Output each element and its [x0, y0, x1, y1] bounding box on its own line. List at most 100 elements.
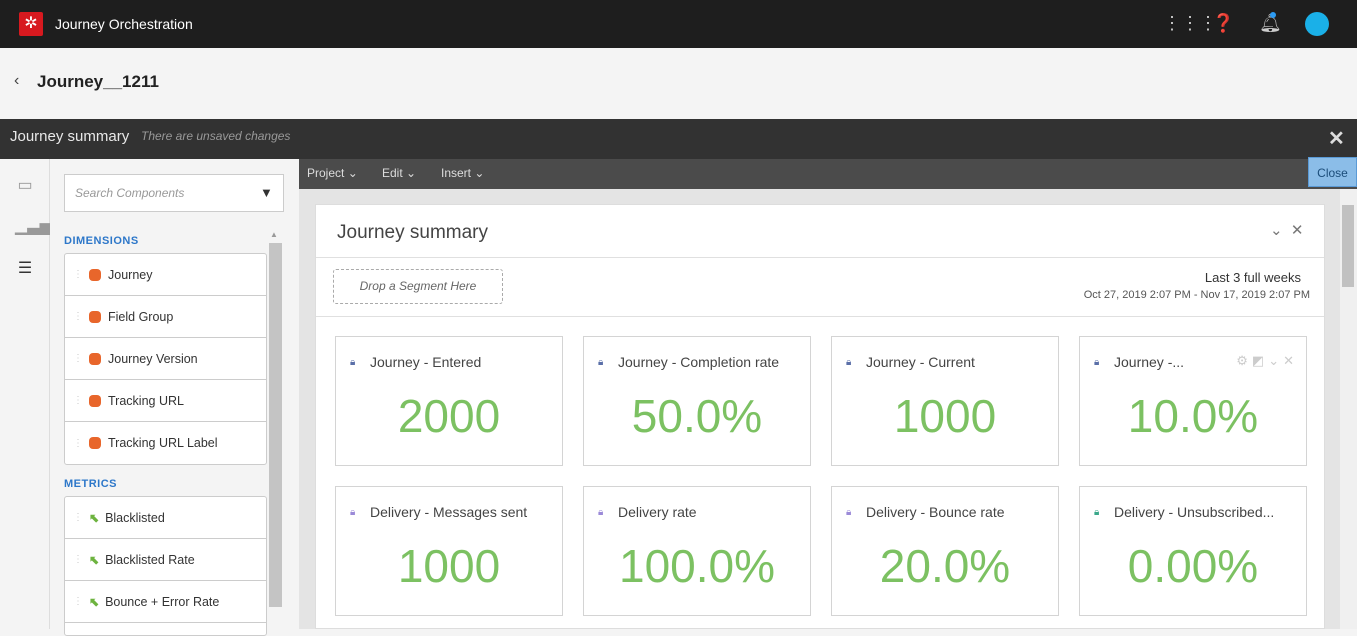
- chevron-down-icon[interactable]: ⌄: [1268, 353, 1284, 368]
- lock-icon: 🔒︎: [846, 507, 852, 518]
- menu-insert[interactable]: Insert ⌄: [441, 166, 485, 180]
- metric-icon: ⬉: [89, 594, 100, 609]
- list-item[interactable]: ⋮ ⬉ Bounce + Error Rate: [65, 581, 266, 623]
- kpi-value: 10.0%: [1127, 390, 1259, 442]
- left-rail: [0, 159, 50, 629]
- filter-icon[interactable]: ▼: [260, 185, 273, 200]
- help-icon[interactable]: ❓: [1212, 13, 1235, 33]
- back-chevron-icon[interactable]: ‹: [14, 72, 20, 89]
- list-item[interactable]: ⋮ Tracking URL: [65, 380, 266, 422]
- panel-controls: ⌄ ✕: [1270, 221, 1304, 239]
- close-icon[interactable]: ✕: [1328, 128, 1345, 150]
- close-panel-icon[interactable]: ✕: [1290, 222, 1304, 239]
- list-item[interactable]: ⋮ Field Group: [65, 296, 266, 338]
- drag-handle-icon[interactable]: ⋮: [73, 596, 83, 607]
- title-area: [0, 48, 1357, 119]
- item-label: Journey Version: [108, 351, 198, 366]
- apps-grid-icon[interactable]: ⋮⋮⋮: [1163, 13, 1217, 33]
- kpi-card[interactable]: 🔒︎ Delivery - Bounce rate 20.0%: [831, 486, 1059, 616]
- item-label: Tracking URL: [108, 393, 184, 408]
- drag-handle-icon[interactable]: ⋮: [73, 437, 83, 449]
- metrics-heading: METRICS: [64, 478, 117, 490]
- scrollbar-thumb[interactable]: [1342, 205, 1354, 287]
- notification-dot: [1270, 12, 1276, 18]
- list-item[interactable]: ⋮ Tracking URL Label: [65, 422, 266, 464]
- panels-icon[interactable]: ▭: [17, 177, 33, 194]
- list-item[interactable]: ⋮ Journey: [65, 254, 266, 296]
- kpi-name: Delivery - Messages sent: [370, 504, 528, 520]
- kpi-value: 20.0%: [879, 540, 1011, 592]
- divider: [316, 316, 1324, 317]
- collapse-chevron-icon[interactable]: ⌄: [1270, 222, 1283, 239]
- item-label: Tracking URL Label: [108, 436, 218, 450]
- scroll-up-icon[interactable]: ▲: [270, 230, 278, 239]
- kpi-value: 0.00%: [1127, 540, 1259, 592]
- kpi-name: Journey -...: [1114, 354, 1185, 370]
- kpi-card[interactable]: 🔒︎ Journey - Completion rate 50.0%: [583, 336, 811, 466]
- kpi-name: Journey - Current: [866, 354, 975, 370]
- lock-icon: 🔒︎: [350, 357, 356, 368]
- visualizations-icon[interactable]: ▁▃▅: [15, 218, 52, 235]
- dimension-icon: [89, 437, 101, 449]
- drag-handle-icon[interactable]: ⋮: [73, 311, 83, 322]
- menu-edit[interactable]: Edit ⌄: [382, 166, 417, 180]
- kpi-value: 1000: [893, 390, 997, 442]
- lock-icon: 🔒︎: [598, 357, 604, 368]
- drag-handle-icon[interactable]: ⋮: [73, 554, 83, 565]
- lock-icon: 🔒︎: [1094, 507, 1100, 518]
- metrics-list: ⋮ ⬉ Blacklisted ⋮ ⬉ Blacklisted Rate ⋮ ⬉ Bounc…: [64, 496, 267, 636]
- top-bar: [0, 0, 1357, 48]
- lock-icon: 🔒︎: [598, 507, 604, 518]
- divider: [316, 257, 1324, 258]
- kpi-name: Journey - Completion rate: [618, 354, 780, 370]
- item-label: Bounce + Error Rate: [105, 594, 220, 609]
- drag-handle-icon[interactable]: ⋮: [73, 395, 83, 406]
- kpi-card[interactable]: 🔒︎ Delivery - Unsubscribed... 0.00%: [1079, 486, 1307, 616]
- drag-handle-icon[interactable]: ⋮: [73, 353, 83, 364]
- metric-icon: ⬉: [89, 510, 100, 525]
- close-button[interactable]: Close: [1308, 157, 1357, 187]
- gear-icon[interactable]: ⚙: [1236, 353, 1252, 368]
- kpi-card[interactable]: 🔒︎ Delivery - Messages sent 1000: [335, 486, 563, 616]
- date-range-dates[interactable]: Oct 27, 2019 2:07 PM - Nov 17, 2019 2:07…: [1083, 289, 1310, 301]
- kpi-card[interactable]: 🔒︎ Journey - Current 1000: [831, 336, 1059, 466]
- kpi-name: Journey - Entered: [370, 354, 482, 370]
- kpi-card[interactable]: 🔒︎ Journey - Entered 2000: [335, 336, 563, 466]
- panel-scrollbar[interactable]: [269, 243, 282, 607]
- segment-drop-zone[interactable]: Drop a Segment Here: [333, 269, 503, 304]
- dimension-icon: [89, 310, 101, 323]
- item-label: Blacklisted Rate: [105, 552, 195, 567]
- item-label: Field Group: [108, 309, 174, 324]
- dimension-icon: [89, 268, 101, 281]
- item-label: Blacklisted: [105, 510, 165, 525]
- panel-title: Journey summary: [337, 222, 488, 243]
- unsaved-status: There are unsaved changes: [141, 129, 291, 143]
- kpi-name: Delivery rate: [618, 504, 697, 520]
- date-range-label[interactable]: Last 3 full weeks: [1204, 270, 1301, 285]
- workspace-scrollbar[interactable]: [1340, 189, 1357, 629]
- kpi-card[interactable]: 🔒︎ Journey -... 10.0% ⚙◩⌄✕: [1079, 336, 1307, 466]
- kpi-tools: ⚙◩⌄✕: [1236, 353, 1298, 369]
- drag-handle-icon[interactable]: ⋮: [73, 269, 83, 280]
- journey-title: Journey__1211: [37, 72, 159, 91]
- kpi-value: 1000: [397, 540, 501, 592]
- expand-icon[interactable]: ◩: [1251, 353, 1269, 368]
- notifications-bell-icon[interactable]: 🔔︎: [1259, 13, 1282, 33]
- list-item[interactable]: ⋮ Journey Version: [65, 338, 266, 380]
- close-icon[interactable]: ✕: [1283, 353, 1298, 368]
- menu-project[interactable]: Project ⌄: [307, 166, 358, 180]
- app-logo-icon[interactable]: ✲: [19, 12, 43, 36]
- avatar[interactable]: [1305, 12, 1329, 36]
- metric-icon: ⬉: [89, 552, 100, 567]
- search-input[interactable]: Search Components: [64, 174, 284, 212]
- lock-icon: 🔒︎: [1094, 357, 1100, 368]
- kpi-card[interactable]: 🔒︎ Delivery rate 100.0%: [583, 486, 811, 616]
- components-icon[interactable]: ☰: [17, 260, 33, 277]
- dimension-icon: [89, 394, 101, 407]
- kpi-name: Delivery - Bounce rate: [866, 504, 1005, 520]
- kpi-value: 50.0%: [631, 390, 763, 442]
- drag-handle-icon[interactable]: ⋮: [73, 512, 83, 523]
- list-item[interactable]: ⋮ ⬉ Blacklisted Rate: [65, 539, 266, 581]
- dimension-icon: [89, 352, 101, 365]
- list-item[interactable]: ⋮ ⬉ Blacklisted: [65, 497, 266, 539]
